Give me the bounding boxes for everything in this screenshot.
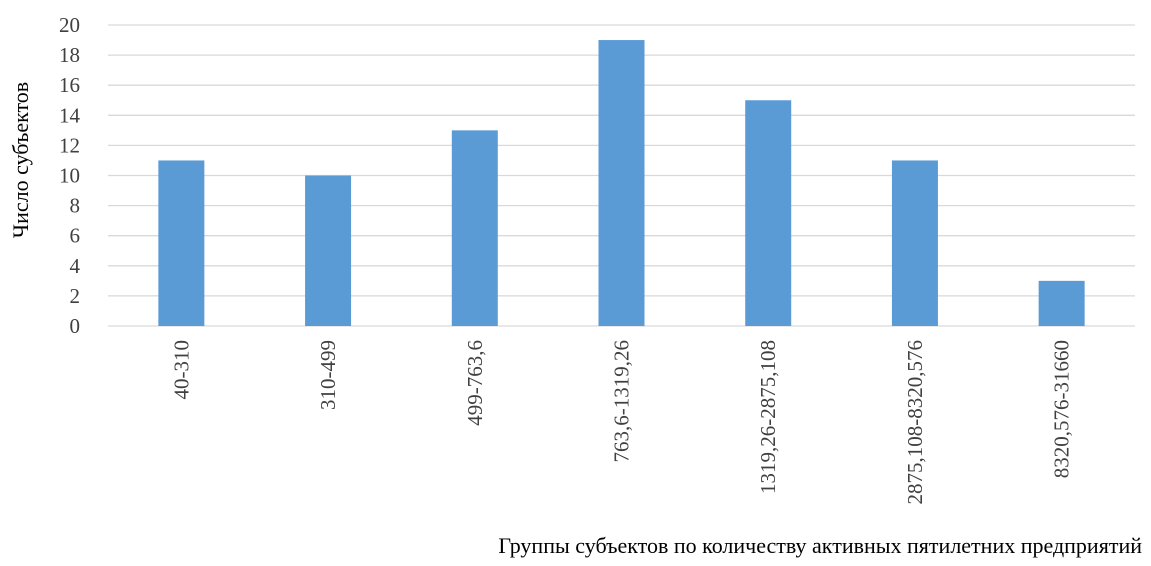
x-axis-ticks: 40-310 310-499 499-763,6 763,6-1319,26 1319,… [169,340,1073,505]
x-tick-label: 499-763,6 [463,340,487,426]
x-tick-label: 8320,576-31660 [1050,340,1074,478]
x-tick-label: 763,6-1319,26 [610,340,634,463]
bars [158,40,1085,327]
y-tick-label: 12 [59,133,80,157]
bar [451,130,498,326]
y-tick-label: 14 [59,103,81,127]
y-tick-label: 16 [59,73,80,97]
y-tick-label: 2 [70,284,81,308]
x-tick-label: 2875,108-8320,576 [903,340,927,505]
y-tick-label: 18 [59,43,80,67]
bar [1038,280,1085,326]
x-tick-label: 40-310 [169,340,193,400]
bar [305,175,352,326]
bar [891,160,938,326]
y-tick-label: 4 [70,254,81,278]
x-tick-label: 1319,26-2875,108 [756,340,780,494]
bar [598,40,645,327]
y-axis-ticks: 0 2 4 6 8 10 12 14 16 18 20 [59,13,81,338]
x-axis-title: Группы субъектов по количеству активных … [498,533,1142,558]
bar [158,160,205,326]
x-tick-label: 310-499 [316,340,340,410]
y-axis-title: Число субъектов [8,82,33,238]
y-tick-label: 20 [59,13,80,37]
y-tick-label: 8 [70,194,81,218]
y-tick-label: 6 [70,224,81,248]
y-tick-label: 10 [59,164,80,188]
bar [745,100,792,326]
y-tick-label: 0 [70,314,81,338]
